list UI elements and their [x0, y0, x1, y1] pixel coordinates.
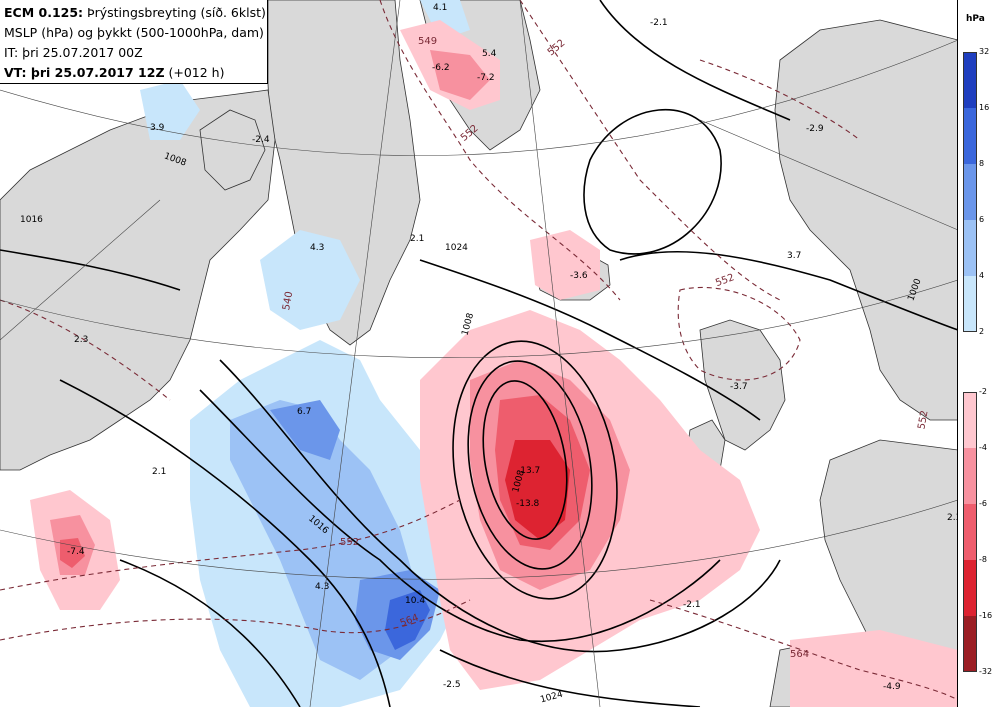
colorbar-swatch-rise-3: [963, 220, 977, 276]
svg-text:4.3: 4.3: [310, 243, 324, 253]
svg-text:3.9: 3.9: [150, 123, 165, 133]
weather-map: 4.1 -2.1 5.4 -6.2 -7.2 3.9 -2.4 -2.9 2.1…: [0, 0, 958, 707]
colorbar-swatch-rise-0: [963, 52, 977, 108]
thickness-lines: [0, 0, 957, 701]
british-isles: [699, 319, 786, 451]
colorbar-tick-fall-2: -6: [979, 499, 987, 508]
svg-text:-2.4: -2.4: [252, 135, 270, 145]
init-time: IT: þri 25.07.2017 00Z: [4, 45, 143, 60]
colorbar-tick-fall-1: -4: [979, 443, 987, 452]
lead-time: (+012 h): [168, 65, 225, 80]
colorbar-swatch-fall-4: [963, 616, 977, 672]
svg-text:-3.6: -3.6: [570, 271, 588, 281]
colorbar-swatch-fall-2: [963, 504, 977, 560]
colorbar-tick-rise-3: 6: [979, 215, 985, 224]
colorbar-swatch-fall-0: [963, 392, 977, 448]
svg-text:2.3: 2.3: [74, 335, 88, 345]
svg-text:10.4: 10.4: [405, 596, 425, 606]
svg-text:-2.9: -2.9: [806, 124, 824, 134]
svg-text:-4.9: -4.9: [883, 682, 901, 692]
valid-time: VT: þri 25.07.2017 12Z: [4, 65, 165, 80]
colorbar-tick-rise-2: 8: [979, 159, 985, 168]
svg-text:3.7: 3.7: [787, 251, 801, 261]
svg-text:-13.7: -13.7: [517, 466, 540, 476]
svg-text:5.4: 5.4: [482, 49, 497, 59]
colorbar-tick-rise-0: 32: [979, 47, 990, 56]
svg-text:4.1: 4.1: [433, 3, 447, 13]
svg-text:-6.2: -6.2: [432, 63, 450, 73]
graticule: [0, 0, 957, 707]
colorbar-tick-rise-1: 16: [979, 103, 990, 112]
colorbar-tick-fall-3: -8: [979, 555, 987, 564]
svg-text:1016: 1016: [20, 215, 43, 225]
tendency-labels: 4.1 -2.1 5.4 -6.2 -7.2 3.9 -2.4 -2.9 2.1…: [67, 3, 958, 692]
colorbar-swatch-rise-1: [963, 108, 977, 164]
map-legend-box: ECM 0.125: Þrýstingsbreyting (síð. 6klst…: [0, 0, 268, 84]
svg-text:540: 540: [281, 291, 295, 312]
svg-text:6.7: 6.7: [297, 407, 311, 417]
isobars: [0, 0, 957, 707]
scandinavia: [774, 19, 957, 421]
svg-text:2.3: 2.3: [947, 513, 958, 523]
svg-text:564: 564: [790, 649, 809, 660]
colorbar-tick-fall-0: -2: [979, 387, 987, 396]
valid-time-line: VT: þri 25.07.2017 12Z (+012 h): [4, 63, 267, 83]
svg-text:-7.2: -7.2: [477, 73, 495, 83]
fall-areas: [30, 20, 957, 707]
colorbar-swatch-rise-4: [963, 276, 977, 332]
svg-text:549: 549: [418, 36, 437, 47]
svg-text:-13.8: -13.8: [516, 499, 540, 509]
colorbar-swatch-fall-1: [963, 448, 977, 504]
svg-text:1024: 1024: [445, 243, 468, 253]
legend-subtitle: MSLP (hPa) og þykkt (500-1000hPa, dam): [4, 25, 264, 40]
colorbar-tick-fall-4: -16: [979, 611, 993, 620]
svg-text:-2.1: -2.1: [683, 600, 701, 610]
svg-text:-2.5: -2.5: [443, 680, 461, 690]
colorbar-swatch-fall-3: [963, 560, 977, 616]
svg-text:-3.7: -3.7: [730, 382, 748, 392]
svg-text:4.3: 4.3: [315, 582, 329, 592]
baffin-islands: [199, 109, 266, 191]
colorbar-tick-rise-4: 4: [979, 271, 985, 280]
colorbar-tick-rise-5: 2: [979, 327, 985, 336]
canada-arctic: [0, 89, 276, 471]
svg-text:-2.1: -2.1: [650, 18, 668, 28]
legend-title-line: ECM 0.125: Þrýstingsbreyting (síð. 6klst…: [4, 3, 267, 23]
colorbar-swatch-rise-2: [963, 164, 977, 220]
model-name: ECM 0.125:: [4, 5, 84, 20]
svg-text:-7.4: -7.4: [67, 547, 85, 557]
svg-text:552: 552: [714, 272, 736, 289]
svg-text:552: 552: [340, 537, 359, 548]
map-canvas: 4.1 -2.1 5.4 -6.2 -7.2 3.9 -2.4 -2.9 2.1…: [0, 0, 958, 707]
svg-text:2.1: 2.1: [410, 234, 424, 244]
colorbar-panel: hPa 32 16 8 6 4 2 -2 -4 -6 -8 -16 -32: [958, 0, 1000, 707]
svg-text:2.1: 2.1: [152, 467, 166, 477]
colorbar-unit: hPa: [966, 14, 985, 24]
colorbar-tick-fall-5: -32: [979, 667, 993, 676]
svg-text:1024: 1024: [539, 690, 564, 706]
svg-text:552: 552: [916, 410, 930, 431]
field-title: Þrýstingsbreyting (síð. 6klst): [87, 5, 266, 20]
